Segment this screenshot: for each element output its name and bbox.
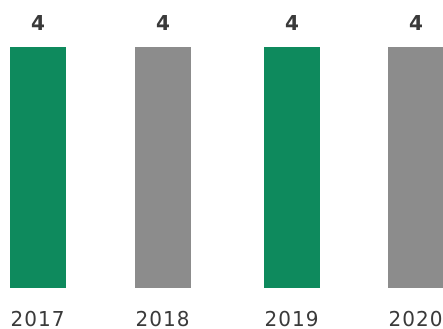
bar-2017 [10, 47, 66, 288]
data-label-2017: 4 [31, 11, 45, 35]
x-axis-tick-labels: 2017 2018 2019 2020 [11, 307, 443, 329]
data-label-2018: 4 [156, 11, 170, 35]
bar-2018 [135, 47, 191, 288]
x-tick-label-2020: 2020 [389, 307, 443, 329]
x-tick-label-2017: 2017 [11, 307, 66, 329]
bar-2019 [264, 47, 320, 288]
bar-2020 [388, 47, 443, 288]
data-label-2019: 4 [285, 11, 299, 35]
x-tick-label-2019: 2019 [265, 307, 320, 329]
bars [10, 47, 443, 288]
x-tick-label-2018: 2018 [136, 307, 191, 329]
data-label-2020: 4 [409, 11, 423, 35]
data-labels: 4 4 4 4 [31, 11, 423, 35]
